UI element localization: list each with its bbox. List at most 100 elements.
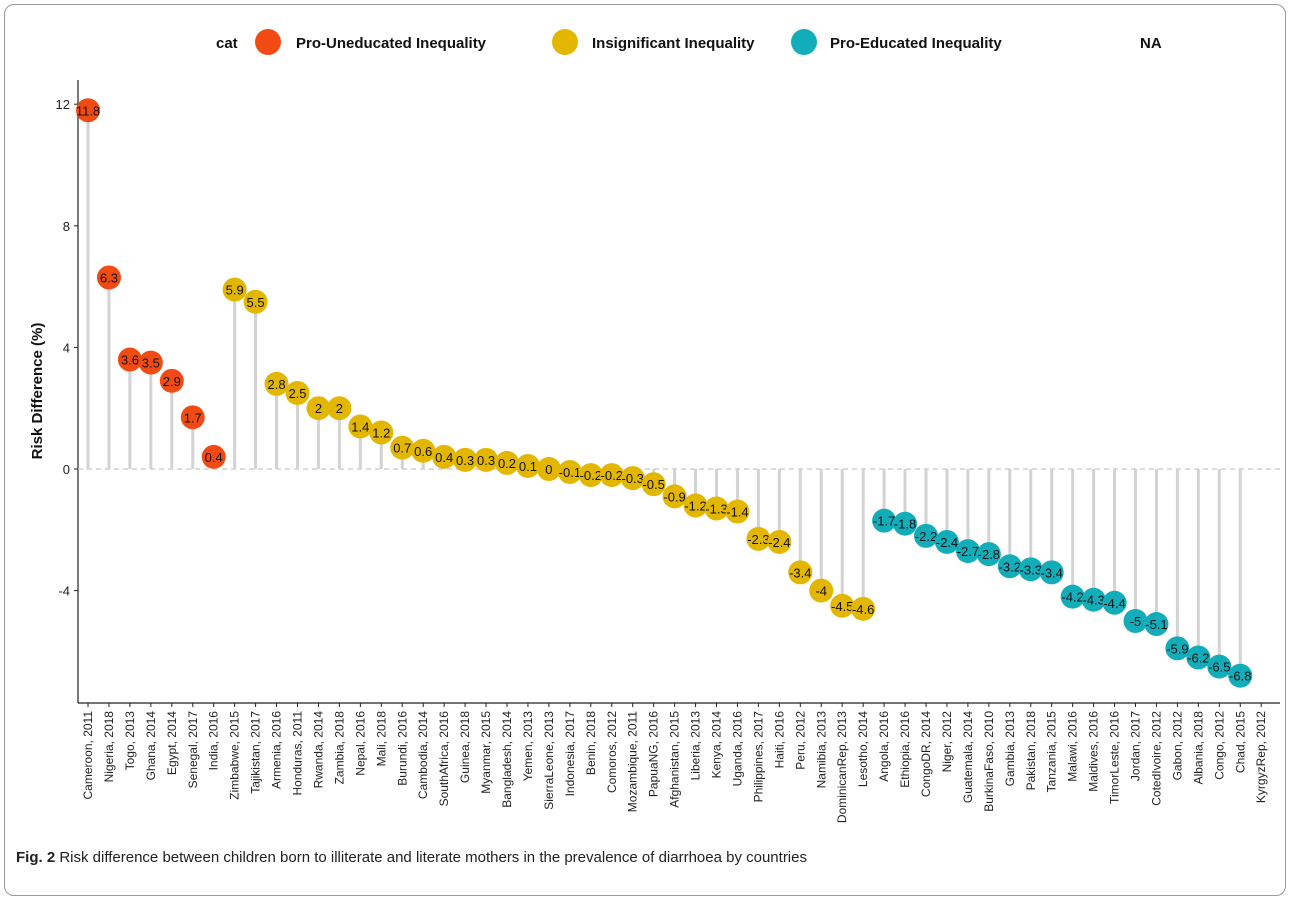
data-label: -4.6 (852, 602, 874, 617)
data-label: 3.6 (121, 353, 139, 368)
x-tick-label: BurkinaFaso, 2010 (982, 711, 996, 812)
data-label: 0.3 (456, 453, 474, 468)
lollipop-point (264, 371, 289, 396)
x-tick-label: CongoDR, 2014 (919, 711, 933, 797)
data-label: -5 (1130, 614, 1142, 629)
caption-label: Fig. 2 (16, 849, 56, 866)
lollipop-point (96, 265, 121, 290)
lollipop-point (495, 450, 519, 475)
x-tick-label: Ethiopia, 2016 (898, 711, 912, 788)
data-label: -1.4 (726, 505, 748, 520)
x-tick-label: Indonesia, 2017 (563, 711, 577, 797)
x-tick-label: SouthAfrica, 2016 (437, 711, 451, 807)
x-tick-label: Senegal, 2017 (186, 711, 200, 789)
lollipop-point (369, 420, 394, 445)
lollipop-point (453, 447, 478, 472)
data-label: -2.2 (915, 529, 937, 544)
x-tick-label: Mali, 2018 (374, 711, 388, 767)
data-label: -1.8 (894, 517, 916, 532)
x-tick-label: PapuaNG, 2016 (647, 711, 661, 797)
data-label: -0.9 (663, 489, 685, 504)
data-label: -0.2 (580, 468, 602, 483)
legend-title: cat (216, 35, 238, 52)
lollipop-point (578, 463, 603, 488)
lollipop-point (348, 414, 373, 439)
lollipop-point (830, 593, 855, 618)
legend-key (255, 29, 281, 55)
y-tick-label: 4 (63, 340, 70, 355)
lollipop-point (138, 350, 163, 375)
lollipop-point (1186, 645, 1211, 670)
lollipop-point (1018, 557, 1043, 582)
x-tick-label: Tajikistan, 2017 (249, 711, 263, 794)
x-tick-label: Namibia, 2013 (814, 711, 828, 789)
x-tick-label: Tanzania, 2015 (1045, 711, 1059, 793)
x-tick-label: Maldives, 2016 (1087, 711, 1101, 792)
y-tick-label: -4 (58, 584, 70, 599)
lollipop-point (390, 435, 415, 460)
data-label: 6.3 (100, 270, 118, 285)
x-tick-label: Kenya, 2014 (710, 711, 724, 779)
x-tick-label: SierraLeone, 2013 (542, 711, 556, 810)
x-tick-label: Malawi, 2016 (1066, 711, 1080, 782)
data-label: 0.3 (477, 453, 495, 468)
lollipop-point (976, 542, 1001, 567)
lollipop-point (893, 511, 918, 536)
data-label: -6.5 (1208, 660, 1230, 675)
x-tick-label: Peru, 2012 (793, 711, 807, 770)
lollipop-point (536, 457, 561, 481)
data-label: 2.5 (288, 386, 306, 401)
x-tick-label: Zimbabwe, 2015 (228, 711, 242, 800)
x-tick-label: Lesotho, 2014 (856, 711, 870, 787)
lollipop-point (1081, 587, 1106, 612)
lollipop-point (746, 526, 771, 551)
x-tick-label: Nepal, 2016 (353, 711, 367, 776)
lollipop-point (767, 529, 792, 554)
x-tick-label: Liberia, 2013 (689, 711, 703, 781)
data-label: -0.3 (621, 471, 643, 486)
data-label: -6.2 (1187, 650, 1209, 665)
lollipop-point (788, 560, 813, 585)
data-label: 0.4 (435, 450, 453, 465)
lollipop-point (159, 368, 184, 393)
lollipop-point (725, 499, 750, 524)
x-tick-label: Togo, 2013 (123, 711, 137, 771)
x-tick-label: Guinea, 2018 (458, 711, 472, 783)
lollipop-point (704, 496, 729, 521)
lollipop-point (809, 578, 834, 603)
lollipop-point (1039, 560, 1064, 585)
lollipop-point (474, 447, 499, 472)
x-tick-label: Niger, 2012 (940, 711, 954, 773)
data-label: 0.2 (498, 456, 516, 471)
x-tick-label: Cambodia, 2014 (416, 711, 430, 799)
data-label: -1.7 (873, 514, 895, 529)
data-label: -3.4 (789, 565, 811, 580)
data-label: 1.2 (372, 426, 390, 441)
y-tick-label: 12 (56, 97, 70, 112)
lollipop-point (306, 396, 331, 421)
lollipop-point (1060, 584, 1085, 609)
x-tick-label: CotedIvoire, 2012 (1149, 711, 1163, 806)
x-tick-label: Jordan, 2017 (1129, 711, 1143, 781)
data-label: 0.7 (393, 441, 411, 456)
lollipop-point (201, 444, 226, 469)
lollipop-point (180, 405, 205, 430)
data-label: 0.6 (414, 444, 432, 459)
data-label: -0.1 (559, 465, 581, 480)
data-label: 3.5 (142, 356, 160, 371)
data-label: 0 (545, 462, 552, 477)
lollipop-point (914, 523, 938, 548)
data-label: 1.7 (184, 410, 202, 425)
data-label: -4.5 (831, 599, 853, 614)
lollipop-point (683, 493, 708, 518)
lollipop-point (1228, 663, 1253, 688)
data-label: -2.4 (768, 535, 790, 550)
data-label: 5.5 (247, 295, 265, 310)
lollipop-point (1207, 654, 1232, 679)
x-tick-label: Rwanda, 2014 (311, 711, 325, 789)
data-label: 2.8 (268, 377, 286, 392)
lollipop-point (411, 438, 436, 463)
data-label: -2.8 (978, 547, 1000, 562)
x-tick-label: Bangladesh, 2014 (500, 711, 514, 808)
legend-key (552, 29, 578, 55)
